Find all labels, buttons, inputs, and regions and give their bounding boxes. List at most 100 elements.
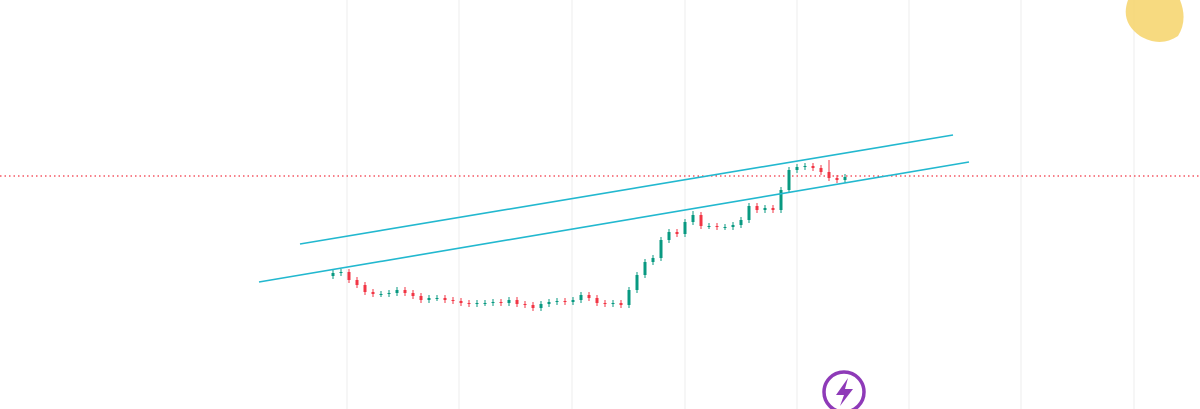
candle-body <box>811 166 815 168</box>
candle <box>643 259 647 278</box>
candle-body <box>523 304 527 305</box>
candle <box>819 165 823 175</box>
candle <box>467 300 471 307</box>
candle-body <box>707 226 711 227</box>
candle <box>531 302 535 311</box>
candle <box>755 203 759 213</box>
vertical-grid <box>346 0 1135 409</box>
candle-body <box>475 303 479 304</box>
candle <box>699 212 703 229</box>
candle <box>331 270 335 279</box>
candle-body <box>571 300 575 302</box>
candle-body <box>379 294 383 295</box>
candle-body <box>419 296 423 300</box>
lightning-button[interactable] <box>822 370 866 409</box>
candle-body <box>371 292 375 294</box>
candle-body <box>675 232 679 234</box>
candle <box>595 295 599 306</box>
candle <box>435 295 439 301</box>
candle-body <box>451 300 455 301</box>
candle-body <box>739 220 743 225</box>
candle <box>763 205 767 213</box>
candle-body <box>515 300 519 304</box>
candle <box>843 174 847 183</box>
candle <box>691 211 695 225</box>
candle-body <box>819 168 823 172</box>
candle-body <box>787 170 791 190</box>
candle <box>771 205 775 213</box>
candle <box>347 269 351 283</box>
candle <box>723 224 727 230</box>
candle-body <box>339 272 343 273</box>
candle <box>675 229 679 237</box>
candle <box>603 300 607 307</box>
candle-body <box>347 272 351 280</box>
candle <box>459 298 463 306</box>
candle-body <box>795 167 799 170</box>
candle <box>403 287 407 296</box>
candle <box>635 272 639 293</box>
candle-body <box>827 172 831 178</box>
candle-body <box>755 206 759 210</box>
candle <box>387 290 391 297</box>
candle <box>739 217 743 228</box>
candle <box>747 203 751 223</box>
candle-body <box>555 301 559 302</box>
candle <box>667 229 671 243</box>
candle-body <box>723 227 727 228</box>
candle-body <box>603 303 607 304</box>
candle-body <box>651 258 655 262</box>
candle-body <box>595 298 599 303</box>
candle <box>827 160 831 181</box>
candle <box>363 282 367 295</box>
candle-body <box>779 190 783 210</box>
candle-body <box>411 293 415 296</box>
candle-body <box>355 280 359 285</box>
candle-body <box>747 206 751 220</box>
candle-body <box>619 303 623 305</box>
candle-body <box>763 208 767 210</box>
candle-body <box>459 301 463 303</box>
candle-body <box>635 275 639 290</box>
candle-body <box>331 273 335 276</box>
candle-body <box>547 302 551 304</box>
candle <box>715 223 719 230</box>
lightning-icon <box>836 378 853 406</box>
candle-body <box>363 285 367 292</box>
candle-body <box>467 303 471 304</box>
candle-body <box>843 177 847 180</box>
candle <box>683 219 687 237</box>
candle <box>411 290 415 299</box>
candle <box>707 223 711 229</box>
candle-body <box>443 298 447 300</box>
candle-body <box>491 302 495 303</box>
candle-body <box>691 215 695 222</box>
candle <box>571 297 575 305</box>
candle <box>379 291 383 297</box>
candle-body <box>683 222 687 234</box>
candle-body <box>771 208 775 210</box>
candle <box>539 301 543 311</box>
candle <box>499 299 503 306</box>
candle <box>451 297 455 304</box>
candle <box>475 300 479 307</box>
candle-body <box>699 215 703 226</box>
candle <box>427 295 431 303</box>
candle <box>731 222 735 230</box>
candle-body <box>659 240 663 258</box>
candle-body <box>731 225 735 227</box>
candle-body <box>483 303 487 304</box>
candle-body <box>835 178 839 180</box>
candles <box>331 160 847 311</box>
candle-body <box>387 293 391 294</box>
candle <box>547 299 551 307</box>
candle <box>579 292 583 303</box>
candle <box>811 163 815 171</box>
candle-body <box>563 301 567 302</box>
trend-line[interactable] <box>258 161 970 283</box>
trend-line[interactable] <box>299 134 954 245</box>
candle-body <box>499 302 503 303</box>
candle <box>355 277 359 288</box>
